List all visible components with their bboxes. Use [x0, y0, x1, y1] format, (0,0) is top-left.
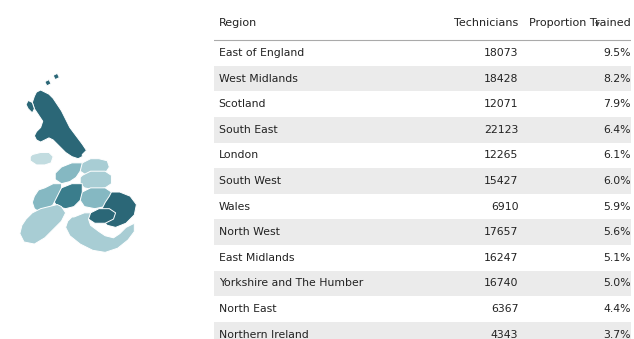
Text: 8.2%: 8.2% [604, 74, 631, 84]
Text: North West: North West [219, 227, 280, 237]
Text: 6910: 6910 [491, 202, 519, 212]
Text: Region: Region [219, 19, 257, 28]
Polygon shape [32, 184, 61, 213]
Text: West Midlands: West Midlands [219, 74, 297, 84]
Polygon shape [26, 100, 34, 113]
Text: 3.7%: 3.7% [604, 330, 631, 339]
Text: 6.4%: 6.4% [604, 125, 631, 135]
Text: 17657: 17657 [484, 227, 519, 237]
Text: © Institute of the Motor Industry: © Institute of the Motor Industry [10, 320, 158, 329]
Bar [214, 219, 631, 245]
Bar [214, 271, 631, 296]
Text: Yorkshire and The Humber: Yorkshire and The Humber [219, 278, 363, 288]
Text: 4.4%: 4.4% [604, 304, 631, 314]
Text: Scotland: Scotland [219, 99, 266, 109]
Polygon shape [45, 80, 51, 86]
Text: North East: North East [219, 304, 276, 314]
Text: Technicians: Technicians [454, 19, 519, 28]
Text: East Midlands: East Midlands [219, 253, 294, 263]
Text: 6.1%: 6.1% [604, 151, 631, 160]
Text: 4343: 4343 [491, 330, 519, 339]
Bar [214, 117, 631, 143]
Polygon shape [89, 209, 115, 223]
Text: 9.5%: 9.5% [604, 48, 631, 58]
Text: Northern Ireland: Northern Ireland [219, 330, 308, 339]
Text: South East: South East [219, 125, 277, 135]
Polygon shape [80, 159, 109, 175]
Bar [214, 168, 631, 194]
Text: 5.0%: 5.0% [603, 278, 631, 288]
Text: 6.0%: 6.0% [603, 176, 631, 186]
Text: 5.6%: 5.6% [604, 227, 631, 237]
Text: 16740: 16740 [484, 278, 519, 288]
Polygon shape [66, 213, 134, 252]
Text: Wales: Wales [219, 202, 250, 212]
Text: 6367: 6367 [491, 304, 519, 314]
Text: 15427: 15427 [484, 176, 519, 186]
Polygon shape [20, 204, 66, 244]
Polygon shape [101, 192, 136, 227]
Polygon shape [30, 153, 53, 165]
Text: East of England: East of England [219, 48, 304, 58]
Text: South West: South West [219, 176, 281, 186]
Text: 5.9%: 5.9% [604, 202, 631, 212]
Bar [214, 322, 631, 339]
Text: 16247: 16247 [484, 253, 519, 263]
Polygon shape [80, 188, 112, 209]
Bar [214, 66, 631, 92]
Text: 12071: 12071 [484, 99, 519, 109]
Text: London: London [219, 151, 259, 160]
Text: 5.1%: 5.1% [604, 253, 631, 263]
Text: 22123: 22123 [484, 125, 519, 135]
Polygon shape [53, 73, 60, 80]
Text: 12265: 12265 [484, 151, 519, 160]
Text: ▼: ▼ [595, 22, 600, 27]
Polygon shape [32, 90, 86, 159]
Text: 7.9%: 7.9% [604, 99, 631, 109]
Text: 18428: 18428 [484, 74, 519, 84]
Polygon shape [55, 163, 82, 184]
Text: Proportion Trained: Proportion Trained [529, 19, 631, 28]
Text: 18073: 18073 [484, 48, 519, 58]
Polygon shape [80, 171, 112, 190]
Polygon shape [53, 184, 82, 209]
